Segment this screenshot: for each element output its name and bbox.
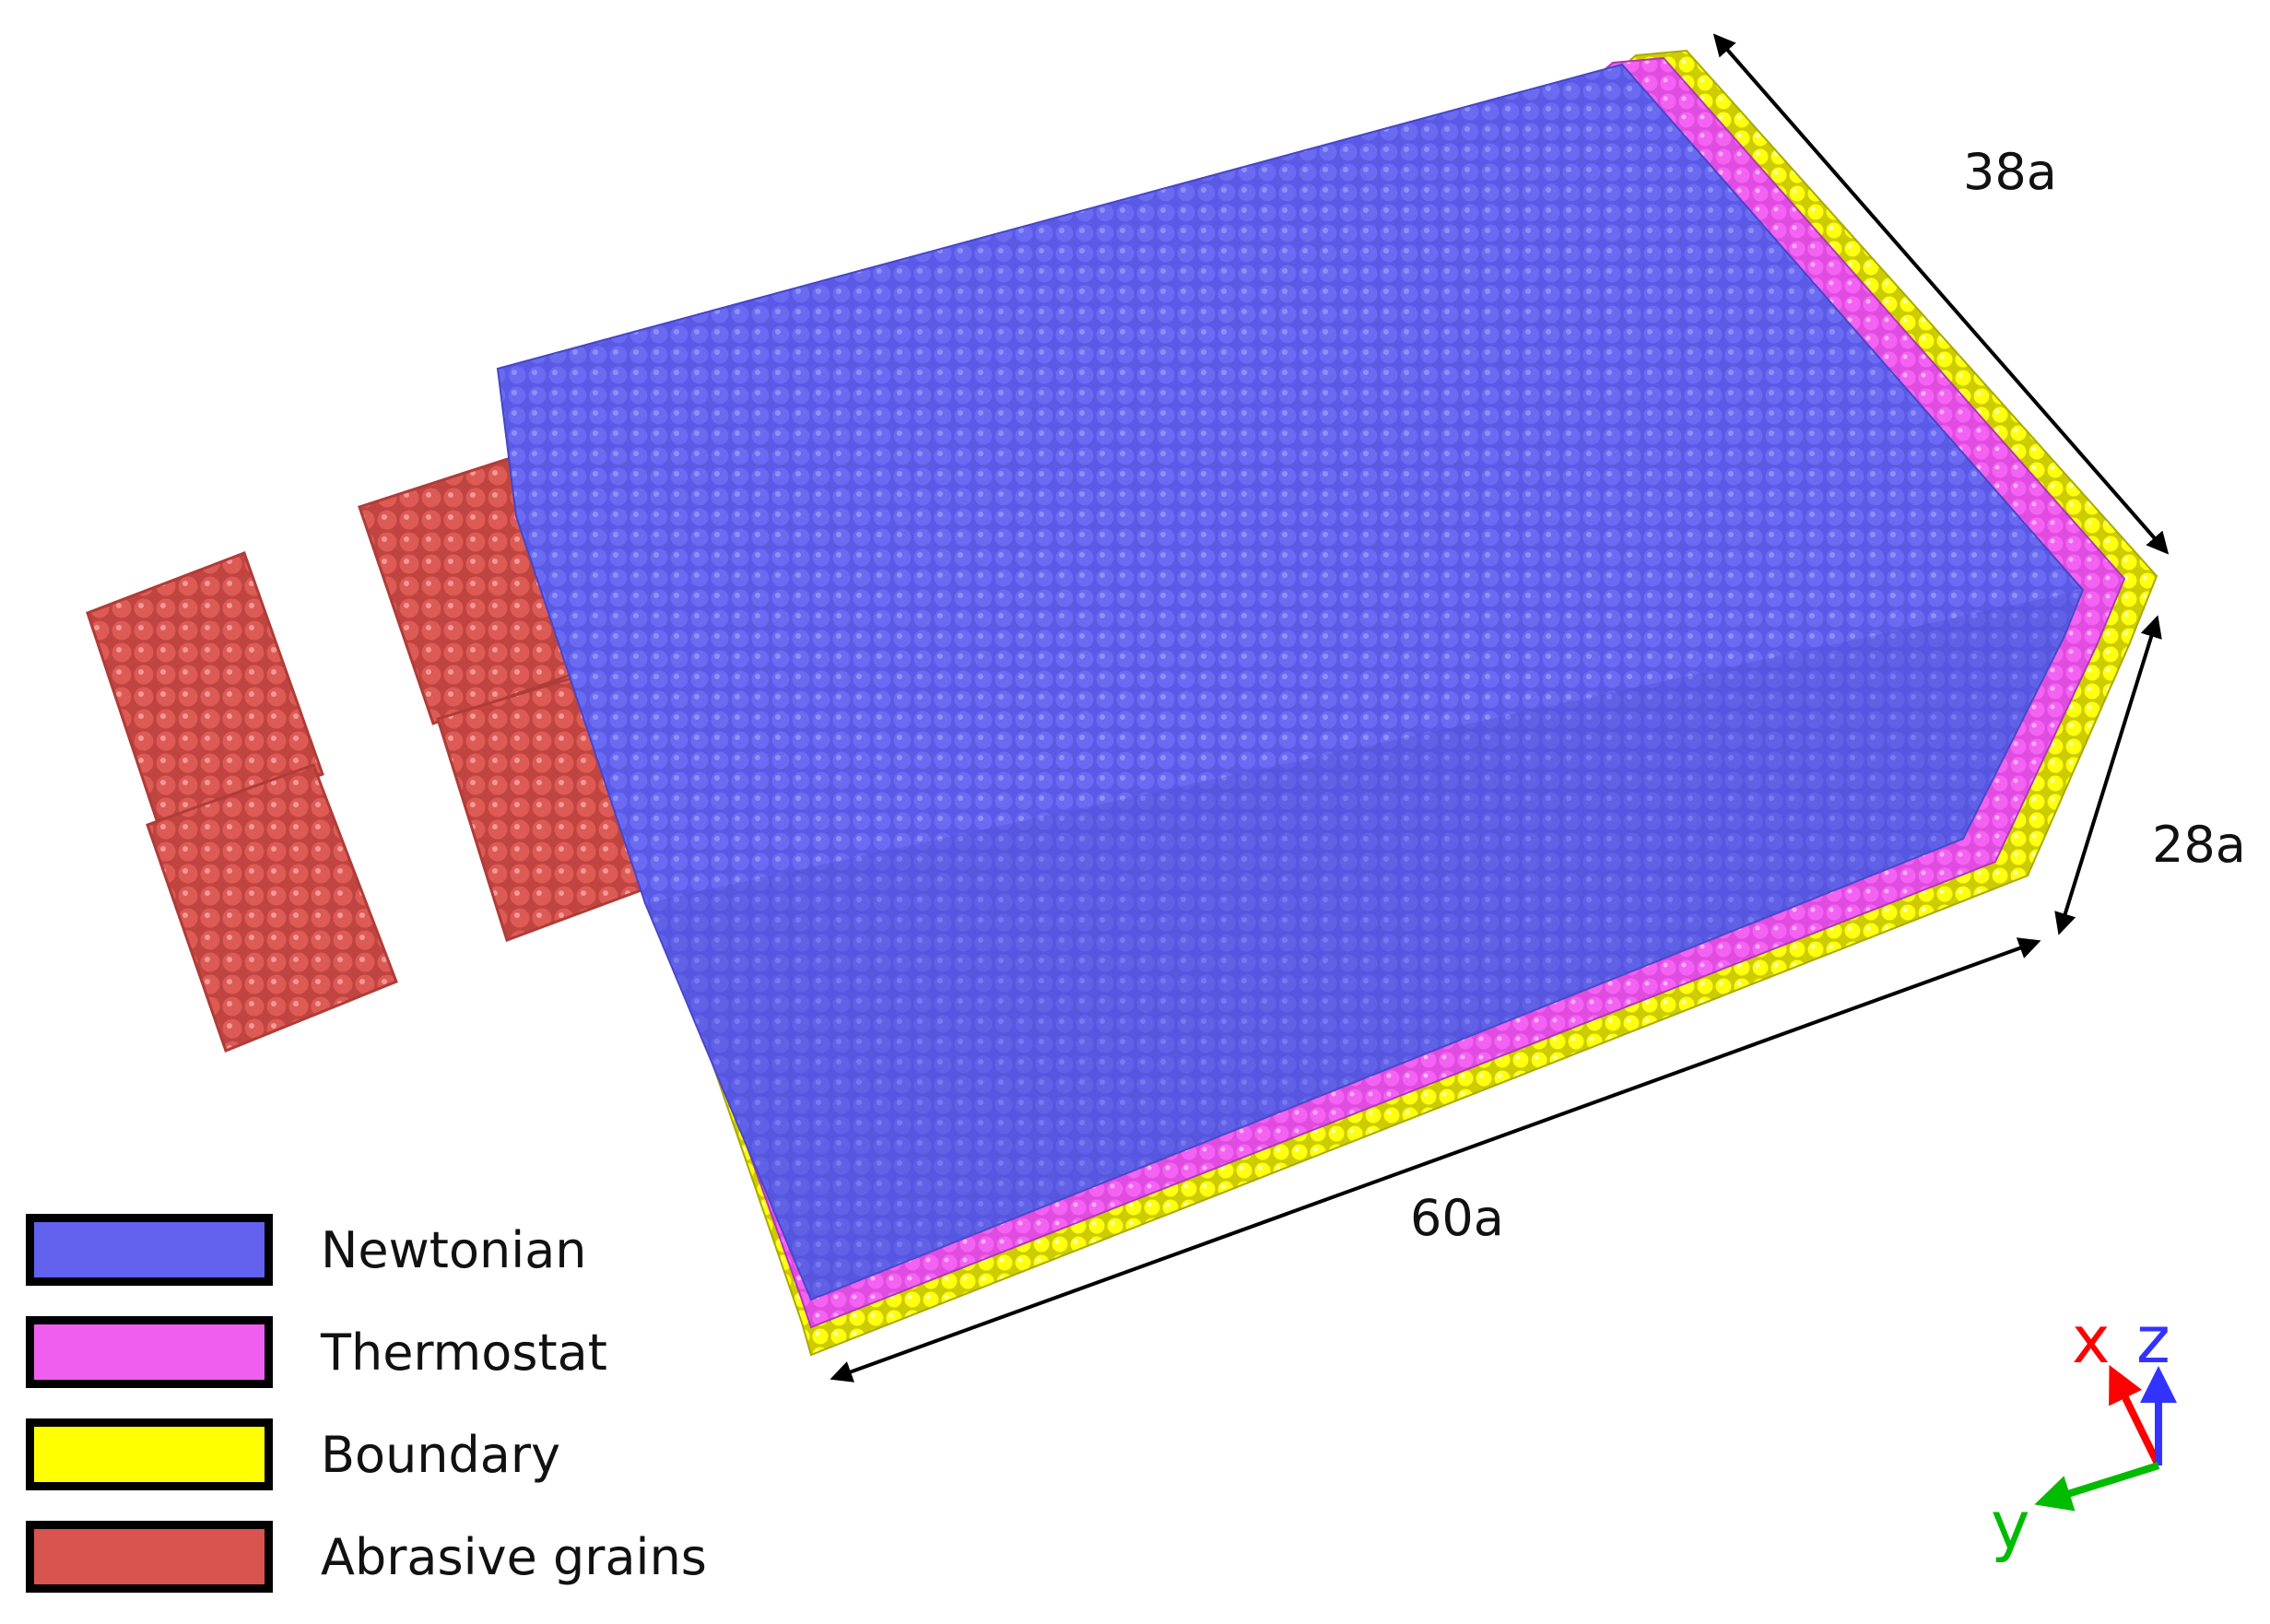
legend-label-boundary: Boundary [321,1425,561,1484]
legend-item-newtonian: Newtonian [26,1212,587,1288]
legend-swatch-newtonian [26,1214,273,1286]
legend-item-thermostat: Thermostat [26,1314,607,1390]
legend-label-thermostat: Thermostat [321,1323,607,1382]
dimension-label-width: 38a [1963,143,2057,201]
legend-swatch-abrasive-grains [26,1521,273,1593]
x-axis-label: x [2072,1302,2110,1378]
legend-item-boundary: Boundary [26,1417,560,1492]
legend-item-abrasive-grains: Abrasive grains [26,1519,707,1595]
z-axis-label: z [2136,1302,2170,1378]
axis-triad: x z y [1991,1302,2177,1564]
dimension-arrow-length [829,937,2041,1383]
x-axis-arrow [2109,1364,2162,1467]
dimension-label-height: 28a [2152,816,2246,874]
dimension-label-length: 60a [1410,1189,1504,1247]
dimension-arrow-width [1712,33,2170,555]
y-axis-arrow [2034,1462,2160,1512]
legend-swatch-boundary [26,1418,273,1490]
legend-label-newtonian: Newtonian [321,1220,587,1279]
dimension-arrow-height [2054,615,2162,936]
y-axis-label: y [1991,1487,2030,1564]
legend-label-abrasive-grains: Abrasive grains [321,1527,707,1586]
abrasive-grain-1 [86,551,398,1053]
workpiece [496,49,2158,1357]
legend-swatch-thermostat [26,1316,273,1388]
